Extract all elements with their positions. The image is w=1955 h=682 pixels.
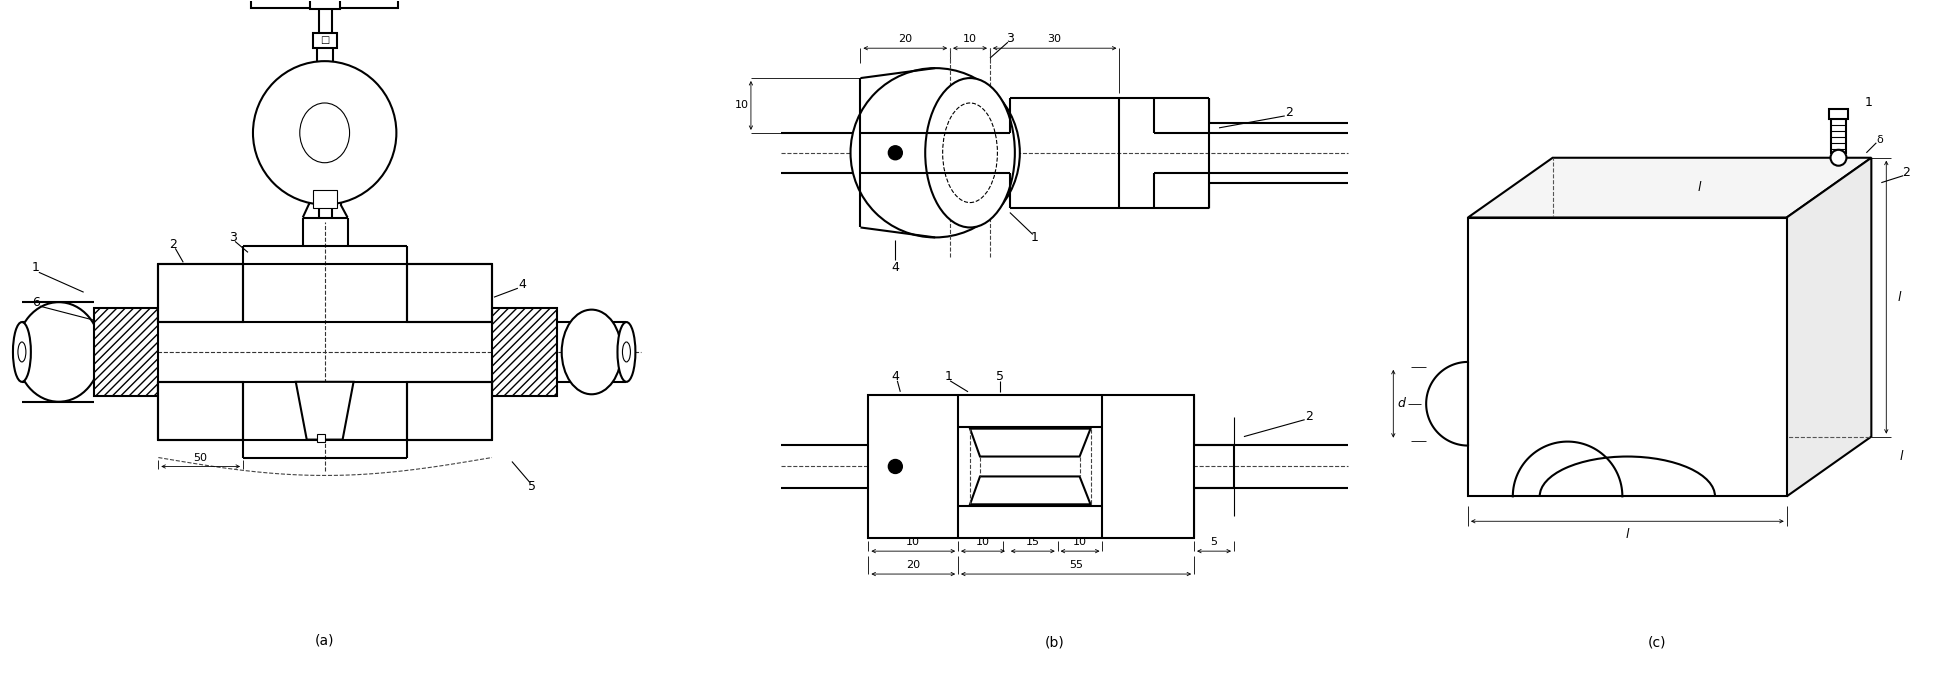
Text: 2: 2 (1304, 410, 1312, 424)
Text: δ: δ (1875, 135, 1883, 145)
Text: 20: 20 (905, 560, 921, 570)
Bar (158, 265, 242, 322)
Text: 4: 4 (891, 370, 899, 383)
Bar (493, 308, 557, 396)
Bar (313, 190, 336, 207)
Text: 50: 50 (194, 453, 207, 462)
Ellipse shape (299, 103, 350, 163)
Text: l: l (1896, 291, 1900, 303)
Text: l: l (1898, 450, 1902, 463)
Text: 1: 1 (1030, 231, 1038, 244)
Text: 1: 1 (1863, 96, 1871, 110)
Bar (407, 265, 493, 322)
Text: 2: 2 (170, 238, 178, 251)
Text: 10: 10 (1073, 537, 1087, 547)
Ellipse shape (18, 342, 25, 362)
Polygon shape (970, 429, 1091, 456)
Text: (c): (c) (1648, 636, 1666, 650)
Text: 3: 3 (229, 231, 237, 244)
Ellipse shape (618, 322, 635, 382)
Ellipse shape (622, 342, 630, 362)
Text: 2: 2 (1902, 166, 1910, 179)
Text: 4: 4 (891, 261, 899, 273)
Bar (158, 382, 242, 440)
Text: (a): (a) (315, 634, 334, 648)
Text: l: l (1625, 528, 1629, 541)
Text: 10: 10 (962, 34, 978, 44)
Bar (250, 0, 399, 8)
Text: 10: 10 (905, 537, 919, 547)
Text: 10: 10 (735, 100, 749, 110)
Text: d: d (1396, 397, 1404, 411)
Ellipse shape (850, 68, 1019, 237)
Text: 3: 3 (1005, 32, 1013, 45)
Bar (309, 0, 340, 10)
Text: 1: 1 (31, 261, 39, 273)
Bar (1830, 118, 1846, 153)
Text: l: l (1697, 181, 1701, 194)
Ellipse shape (561, 310, 622, 394)
Ellipse shape (925, 78, 1015, 228)
Text: 30: 30 (1048, 34, 1062, 44)
Polygon shape (970, 477, 1091, 504)
Text: 55: 55 (1069, 560, 1083, 570)
Text: 10: 10 (976, 537, 989, 547)
Bar (313, 33, 336, 48)
Text: 4: 4 (518, 278, 526, 291)
Circle shape (888, 146, 901, 160)
Bar (868, 395, 1193, 538)
Text: 2: 2 (1284, 106, 1292, 119)
Polygon shape (1468, 158, 1871, 218)
Text: 6: 6 (31, 296, 39, 309)
Text: 20: 20 (897, 34, 911, 44)
Polygon shape (295, 382, 354, 440)
Bar (94, 308, 158, 396)
Ellipse shape (16, 302, 102, 402)
Bar (407, 382, 493, 440)
Ellipse shape (14, 322, 31, 382)
Ellipse shape (942, 103, 997, 203)
Bar (1828, 109, 1847, 119)
Bar (317, 434, 325, 441)
Text: 5: 5 (528, 480, 536, 493)
Circle shape (252, 61, 397, 205)
Circle shape (1830, 150, 1846, 166)
Polygon shape (1785, 158, 1871, 496)
Text: 15: 15 (1024, 537, 1040, 547)
Text: 5: 5 (1210, 537, 1216, 547)
Bar (1468, 218, 1785, 496)
Text: 1: 1 (944, 370, 952, 383)
Text: (b): (b) (1044, 636, 1064, 650)
Text: □: □ (321, 35, 328, 45)
Circle shape (888, 460, 901, 473)
Text: 5: 5 (995, 370, 1003, 383)
